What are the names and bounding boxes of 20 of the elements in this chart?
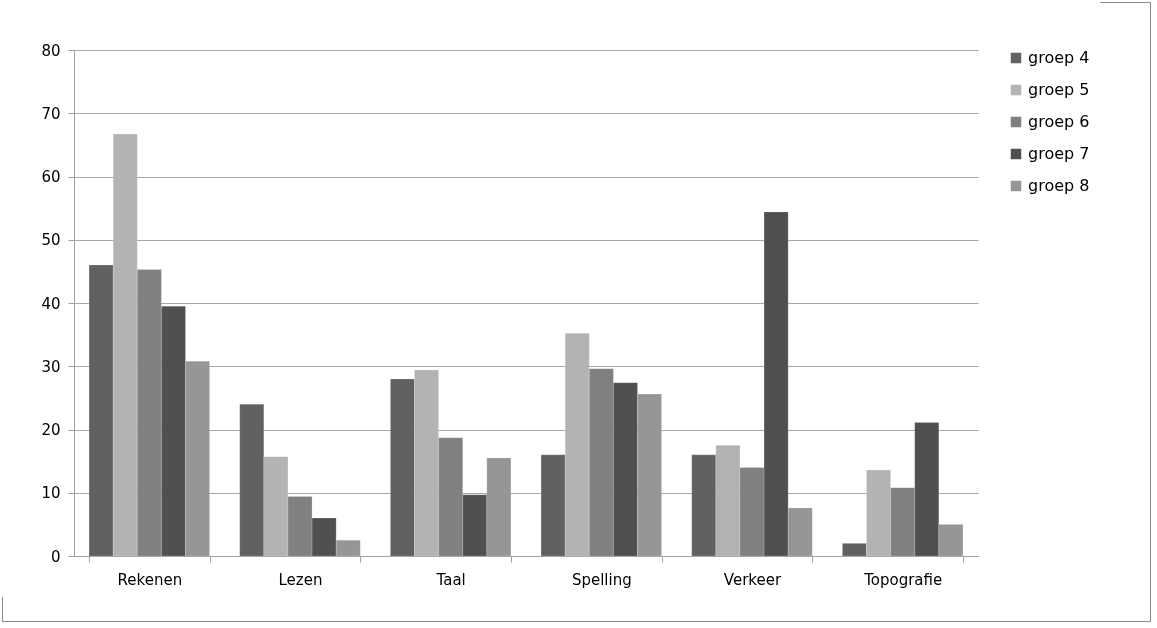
- legend-label: groep 4: [1028, 48, 1090, 67]
- y-tick-label: 0: [50, 547, 61, 566]
- x-tick-label: Rekenen: [117, 570, 183, 589]
- y-tick-label: 40: [41, 294, 61, 313]
- y-tick-label: 30: [41, 357, 61, 376]
- y-tick-label: 80: [41, 41, 61, 60]
- y-tick-label: 70: [41, 104, 61, 123]
- x-tick-label: Verkeer: [723, 570, 782, 589]
- y-tick-label: 20: [41, 421, 61, 439]
- legend-label: groep 8: [1028, 176, 1090, 195]
- legend-label: groep 6: [1028, 112, 1090, 131]
- legend-label: groep 7: [1028, 144, 1090, 163]
- y-tick-label: 50: [41, 231, 61, 250]
- legend-label: groep 5: [1028, 80, 1090, 99]
- y-tick-label: 60: [41, 168, 61, 186]
- x-tick-label: Taal: [435, 570, 466, 589]
- x-tick-label: Topografie: [863, 570, 943, 589]
- x-tick-label: Lezen: [278, 570, 323, 589]
- x-tick-label: Spelling: [571, 570, 632, 589]
- y-tick-label: 10: [41, 484, 61, 503]
